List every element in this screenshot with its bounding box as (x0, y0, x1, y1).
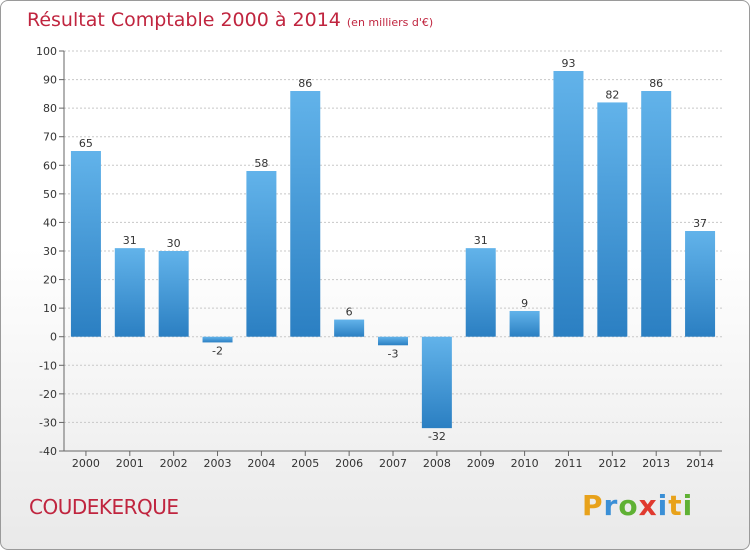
bar-value-label: 58 (254, 157, 268, 170)
bar-2004 (246, 171, 277, 337)
y-tick-label: 70 (43, 131, 57, 144)
y-tick-label: 30 (43, 245, 57, 258)
bar-value-label: 37 (693, 217, 707, 230)
x-tick-label: 2011 (554, 457, 582, 470)
logo-letter: x (638, 489, 658, 522)
x-tick-label: 2013 (642, 457, 670, 470)
y-tick-label: 40 (43, 216, 57, 229)
y-tick-label: 20 (43, 274, 57, 287)
x-tick-label: 2002 (160, 457, 188, 470)
logo-letter: P (582, 489, 604, 522)
x-tick-label: 2005 (291, 457, 319, 470)
y-tick-label: 80 (43, 102, 57, 115)
commune-name: COUDEKERQUE (29, 495, 179, 519)
bar-value-label: 93 (561, 57, 575, 70)
bar-value-label: 6 (346, 306, 353, 319)
y-tick-label: 0 (50, 331, 57, 344)
bar-2001 (114, 248, 145, 337)
bar-2005 (290, 91, 321, 337)
bar-2006 (334, 319, 365, 337)
bar-2014 (685, 231, 716, 337)
chart-subtitle: (en milliers d'€) (346, 16, 434, 29)
bar-2009 (465, 248, 496, 337)
bar-value-label: -32 (428, 430, 446, 443)
bar-2013 (641, 91, 672, 337)
bar-2007 (378, 336, 408, 346)
x-tick-label: 2001 (116, 457, 144, 470)
bar-value-label: 86 (298, 77, 312, 90)
y-tick-label: -20 (39, 388, 57, 401)
x-tick-label: 2010 (511, 457, 539, 470)
y-tick-label: 50 (43, 188, 57, 201)
chart-title: Résultat Comptable 2000 à 2014 (en millie… (27, 9, 433, 31)
bar-2000 (70, 151, 101, 337)
bar-value-label: 31 (474, 234, 488, 247)
bar-value-label: -3 (388, 347, 399, 360)
bar-value-label: 82 (605, 88, 619, 101)
x-tick-label: 2007 (379, 457, 407, 470)
proxiti-logo: Proxiti (582, 489, 693, 522)
bar-2010 (509, 311, 540, 337)
y-tick-label: 60 (43, 159, 57, 172)
y-tick-label: -30 (39, 416, 57, 429)
bar-2012 (597, 102, 628, 337)
x-tick-label: 2000 (72, 457, 100, 470)
bar-2008 (421, 336, 452, 429)
bar-value-label: 30 (167, 237, 181, 250)
logo-letter: i (682, 489, 694, 522)
bar-2003 (202, 336, 233, 343)
x-tick-label: 2012 (598, 457, 626, 470)
bar-value-label: 9 (521, 297, 528, 310)
y-tick-label: -40 (39, 445, 57, 458)
bar-2002 (158, 251, 189, 337)
x-tick-label: 2009 (467, 457, 495, 470)
x-tick-label: 2004 (247, 457, 275, 470)
logo-letter: o (618, 489, 639, 522)
bar-value-label: 65 (79, 137, 93, 150)
x-tick-label: 2003 (204, 457, 232, 470)
x-tick-label: 2014 (686, 457, 714, 470)
y-tick-label: 100 (36, 45, 57, 58)
bar-value-label: -2 (212, 344, 223, 357)
logo-letter: i (657, 489, 669, 522)
y-tick-label: 90 (43, 74, 57, 87)
y-tick-label: 10 (43, 302, 57, 315)
x-tick-label: 2006 (335, 457, 363, 470)
bar-value-label: 31 (123, 234, 137, 247)
logo-letter: t (668, 489, 683, 522)
title-text: Résultat Comptable 2000 à 2014 (27, 9, 341, 31)
bar-value-label: 86 (649, 77, 663, 90)
x-tick-label: 2008 (423, 457, 451, 470)
logo-letter: r (603, 489, 619, 522)
y-tick-label: -10 (39, 359, 57, 372)
bar-2011 (553, 71, 584, 337)
